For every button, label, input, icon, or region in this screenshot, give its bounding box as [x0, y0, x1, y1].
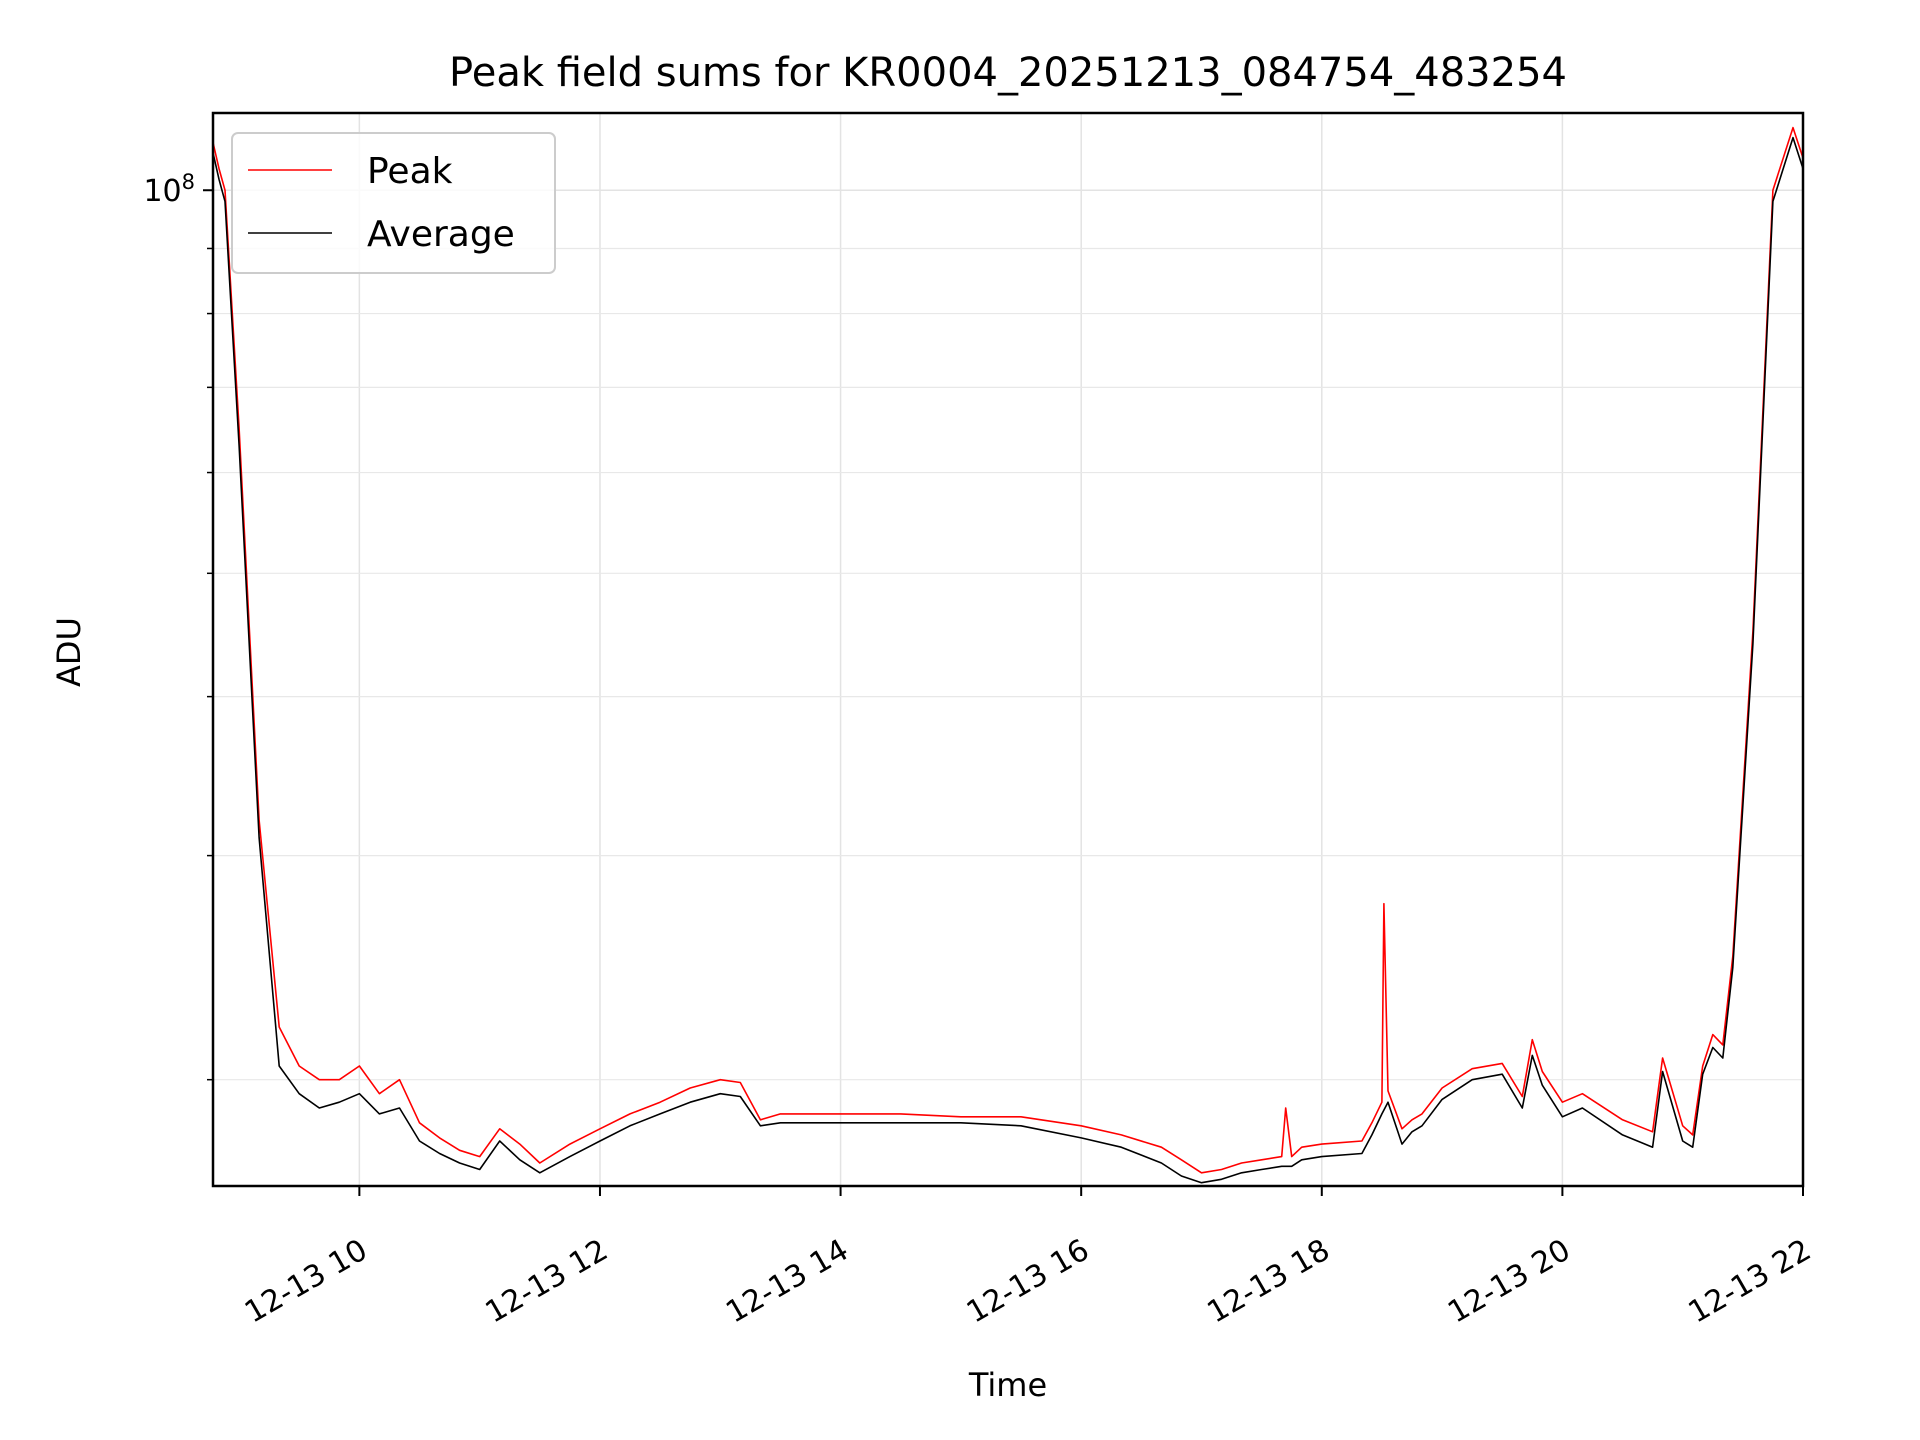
y-axis: 108	[143, 170, 213, 1081]
series-line-average	[213, 136, 1803, 1184]
plot-frame	[211, 111, 1805, 1188]
legend-peak-label: Peak	[367, 151, 453, 192]
legend-average-label: Average	[367, 214, 515, 255]
legend: Peak Average	[231, 132, 556, 274]
y-axis-label: ADU	[50, 617, 88, 687]
x-axis-label: Time	[968, 1366, 1047, 1404]
series-layer	[213, 126, 1803, 1184]
legend-box	[231, 132, 556, 274]
y-tick-label: 108	[143, 170, 195, 209]
chart-title: Peak field sums for KR0004_20251213_0847…	[449, 50, 1567, 96]
series-line-peak	[213, 126, 1803, 1174]
